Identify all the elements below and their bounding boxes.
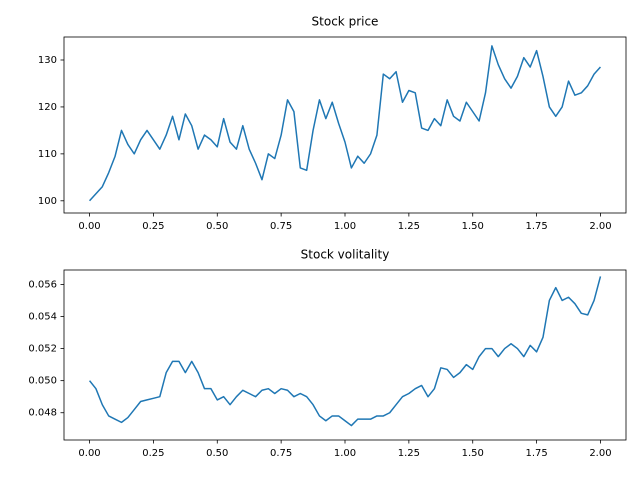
x-tick-label: 1.00 xyxy=(334,448,356,459)
axes-frame xyxy=(63,36,627,214)
subplot-title: Stock price xyxy=(312,15,379,29)
price-line xyxy=(88,276,602,427)
x-tick-label: 1.25 xyxy=(398,221,420,232)
x-tick-label: 1.00 xyxy=(334,221,356,232)
subplot: Stock price 0.00 0.25 0.50 0.75 1.00 1.25 1.50 1… xyxy=(38,15,627,232)
x-tick-label: 0.00 xyxy=(78,221,100,232)
subplot: Stock volitality 0.00 0.25 0.50 0.75 1.00 1.25… xyxy=(28,248,627,459)
axes-frame xyxy=(63,269,627,441)
y-tick-label: 0.054 xyxy=(28,312,57,323)
x-tick-label: 0.00 xyxy=(78,448,100,459)
x-tick-label: 0.75 xyxy=(270,448,292,459)
x-tick-label: 1.50 xyxy=(462,448,484,459)
x-tick-label: 0.25 xyxy=(142,221,164,232)
x-tick-label: 2.00 xyxy=(589,221,611,232)
y-tick-label: 0.056 xyxy=(28,279,57,290)
y-tick-label: 130 xyxy=(38,55,57,66)
x-tick-label: 0.50 xyxy=(206,221,228,232)
x-tick-label: 1.50 xyxy=(462,221,484,232)
price-line xyxy=(88,45,602,202)
x-tick-label: 0.25 xyxy=(142,448,164,459)
y-tick-label: 0.050 xyxy=(28,376,57,387)
y-tick-label: 0.048 xyxy=(28,408,57,419)
y-tick-label: 100 xyxy=(38,196,57,207)
x-tick-label: 1.25 xyxy=(398,448,420,459)
x-tick-label: 1.75 xyxy=(525,221,547,232)
y-tick-label: 0.052 xyxy=(28,344,57,355)
subplot-title: Stock volitality xyxy=(301,248,390,262)
x-tick-label: 1.75 xyxy=(525,448,547,459)
x-tick-label: 0.50 xyxy=(206,448,228,459)
x-tick-label: 0.75 xyxy=(270,221,292,232)
y-tick-label: 120 xyxy=(38,102,57,113)
y-tick-label: 110 xyxy=(38,149,57,160)
x-tick-label: 2.00 xyxy=(589,448,611,459)
